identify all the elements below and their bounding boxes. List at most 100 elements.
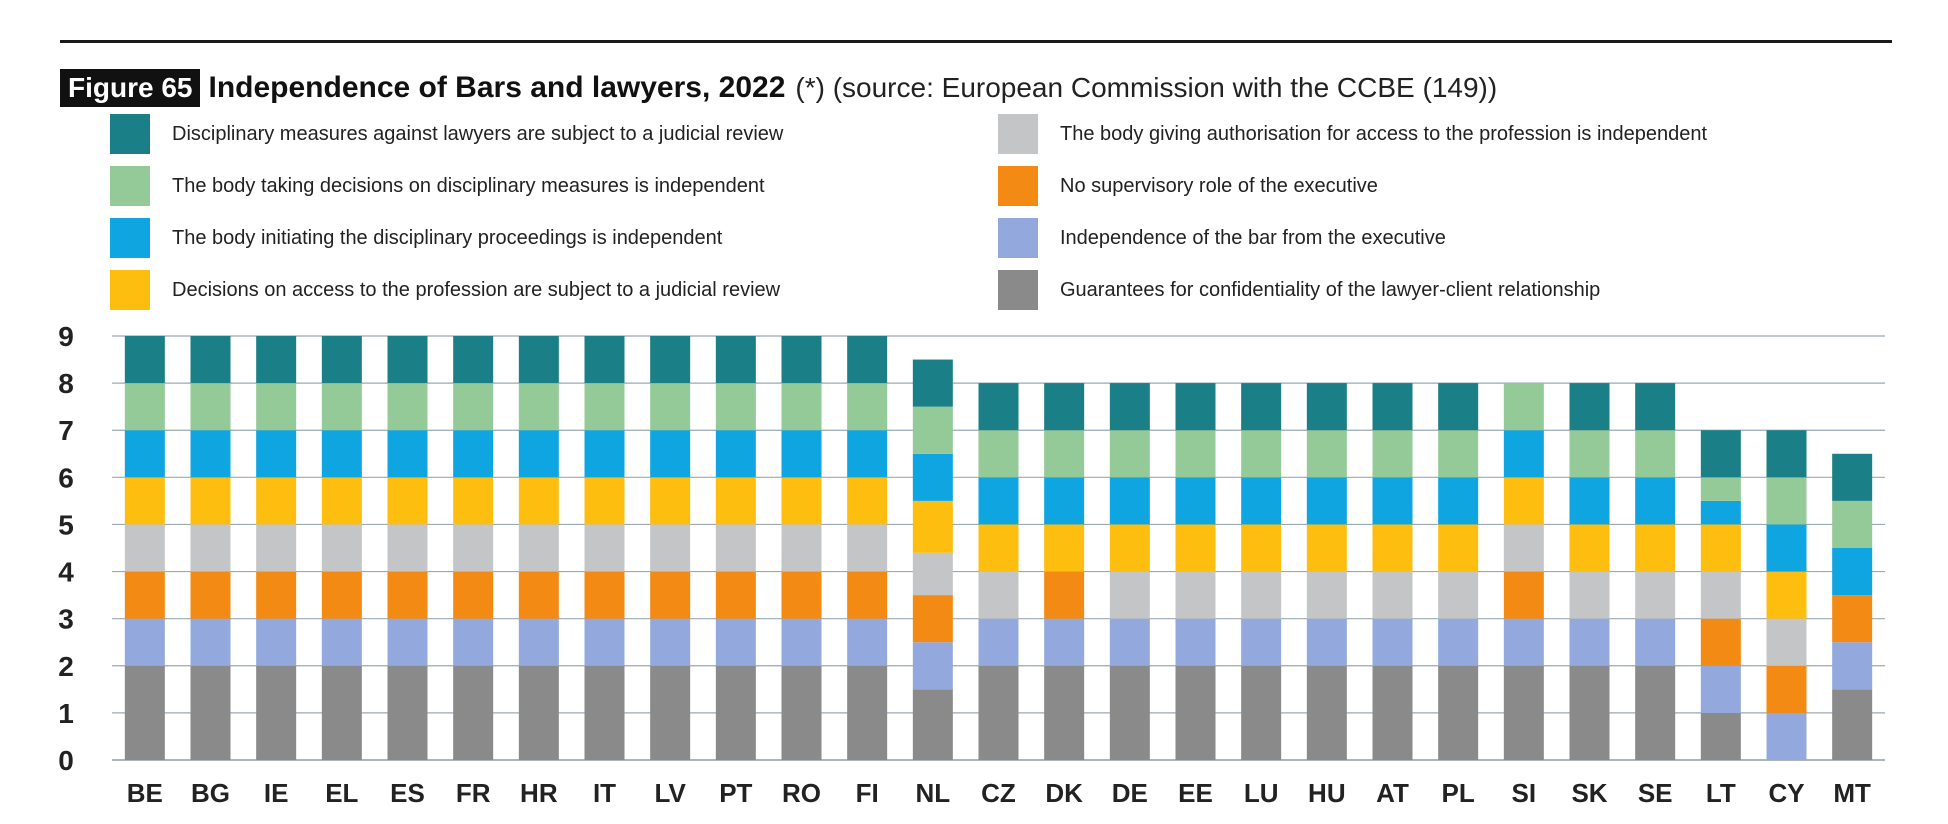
bar-segment (256, 618, 297, 666)
x-tick-label: SI (1512, 778, 1537, 808)
bar-segment (1438, 665, 1479, 760)
bar-segment (256, 477, 297, 525)
bar-segment (1175, 665, 1216, 760)
y-tick-label: 5 (58, 509, 74, 540)
legend-item: The body taking decisions on disciplinar… (110, 164, 765, 208)
bar-segment (190, 665, 231, 760)
x-tick-label: BE (127, 778, 163, 808)
bar-segment (912, 552, 953, 596)
bar-segment (1044, 383, 1085, 431)
bar-segment (715, 383, 756, 431)
bar-segment (1306, 477, 1347, 525)
bar-segment (1635, 665, 1676, 760)
legend-swatch (998, 114, 1038, 154)
bar-segment (650, 571, 691, 619)
bar-segment (650, 524, 691, 572)
bar-segment (321, 571, 362, 619)
legend-swatch (110, 218, 150, 258)
figure-label: Figure 65 (60, 69, 201, 107)
bar-segment (1175, 571, 1216, 619)
bar-segment (715, 524, 756, 572)
y-tick-label: 6 (58, 462, 74, 493)
bar-segment (978, 618, 1019, 666)
bar-segment (715, 477, 756, 525)
bar-segment (847, 430, 888, 478)
bar-segment (1503, 477, 1544, 525)
bar-segment (715, 336, 756, 384)
bar-segment (584, 571, 625, 619)
x-tick-label: AT (1376, 778, 1409, 808)
y-tick-label: 8 (58, 368, 74, 399)
legend-swatch (110, 166, 150, 206)
bar-segment (1635, 618, 1676, 666)
bar-segment (387, 336, 428, 384)
bar-segment (124, 571, 165, 619)
bar-segment (1175, 430, 1216, 478)
bar-segment (847, 524, 888, 572)
bar-segment (650, 477, 691, 525)
bar-segment (847, 477, 888, 525)
bar-segment (453, 524, 494, 572)
bar-segment (1175, 524, 1216, 572)
bar-segment (781, 430, 822, 478)
x-tick-label: IE (264, 778, 289, 808)
bar-segment (453, 665, 494, 760)
bar-segment (190, 336, 231, 384)
bar-segment (256, 571, 297, 619)
bar-segment (978, 665, 1019, 760)
x-tick-label: DK (1045, 778, 1083, 808)
bar-segment (1372, 383, 1413, 431)
bar-segment (781, 383, 822, 431)
bar-segment (847, 383, 888, 431)
bar-segment (1306, 524, 1347, 572)
legend-label: Independence of the bar from the executi… (1060, 226, 1446, 249)
bar-segment (584, 383, 625, 431)
bar-segment (1044, 477, 1085, 525)
bar-segment (1438, 618, 1479, 666)
bar-segment (1635, 383, 1676, 431)
bar-segment (518, 336, 559, 384)
legend-item: The body giving authorisation for access… (998, 112, 1707, 156)
bar-segment (1569, 665, 1610, 760)
bar-segment (1438, 524, 1479, 572)
bar-segment (1569, 571, 1610, 619)
bar-segment (781, 477, 822, 525)
bar-segment (1766, 618, 1807, 666)
bar-segment (847, 571, 888, 619)
bar-segment (453, 383, 494, 431)
legend-label: The body taking decisions on disciplinar… (172, 174, 765, 197)
bar-segment (781, 618, 822, 666)
bar-segment (190, 477, 231, 525)
x-tick-label: HU (1308, 778, 1346, 808)
bar-segment (1044, 524, 1085, 572)
bar-segment (321, 665, 362, 760)
bar-segment (1503, 665, 1544, 760)
bar-segment (1109, 383, 1150, 431)
bar-segment (1372, 665, 1413, 760)
legend-swatch (998, 270, 1038, 310)
legend-item: The body initiating the disciplinary pro… (110, 216, 722, 260)
bar-segment (1503, 524, 1544, 572)
x-tick-label: FI (856, 778, 879, 808)
bar-segment (912, 406, 953, 454)
legend-swatch (998, 218, 1038, 258)
legend-label: Decisions on access to the profession ar… (172, 278, 781, 301)
x-tick-label: PL (1442, 778, 1475, 808)
bar-segment (650, 383, 691, 431)
bar-segment (1241, 618, 1282, 666)
legend-item: Independence of the bar from the executi… (998, 216, 1446, 260)
bar-segment (1503, 571, 1544, 619)
bar-segment (1766, 712, 1807, 760)
y-tick-label: 2 (58, 651, 74, 682)
bar-segment (650, 430, 691, 478)
bar-segment (321, 618, 362, 666)
bar-segment (1569, 618, 1610, 666)
y-tick-label: 0 (58, 745, 74, 776)
x-tick-label: LT (1706, 778, 1736, 808)
legend-label: No supervisory role of the executive (1060, 174, 1378, 197)
bar-segment (387, 477, 428, 525)
bar-segment (1044, 430, 1085, 478)
bar-segment (1241, 430, 1282, 478)
bar-segment (847, 618, 888, 666)
bar-segment (1306, 665, 1347, 760)
